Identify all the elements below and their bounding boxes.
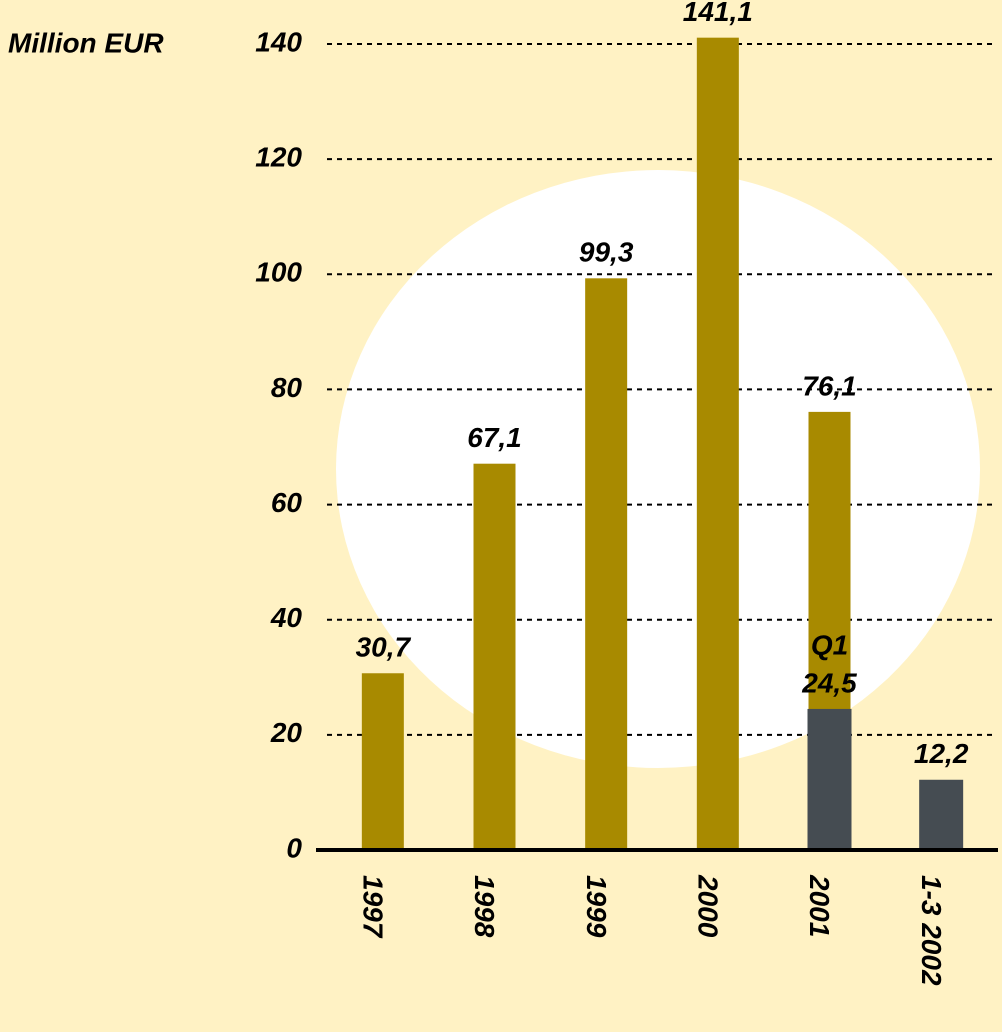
bar — [585, 278, 628, 851]
bar — [473, 463, 516, 850]
x-tick-label: 2001 — [804, 874, 835, 937]
bar — [807, 708, 852, 850]
value-label: 141,1 — [683, 0, 753, 27]
y-tick-label: 60 — [271, 487, 303, 518]
y-tick-label: 100 — [255, 257, 302, 288]
bar — [361, 673, 404, 850]
value-label: 30,7 — [356, 632, 412, 663]
x-tick-label: 1997 — [357, 875, 388, 939]
bar — [696, 37, 739, 851]
decor-circle — [336, 170, 980, 768]
value-label: 12,2 — [914, 738, 969, 769]
x-tick-label: 1999 — [581, 875, 612, 938]
value-label: 76,1 — [802, 370, 857, 401]
series-label: Q1 — [811, 629, 848, 660]
y-axis-label: Million EUR — [8, 27, 164, 58]
y-tick-label: 20 — [270, 717, 303, 748]
bar — [919, 779, 964, 850]
value-label: 99,3 — [579, 237, 634, 268]
y-tick-label: 40 — [270, 602, 303, 633]
y-tick-label: 140 — [255, 26, 302, 57]
value-label: 24,5 — [801, 667, 857, 698]
value-label: 67,1 — [467, 422, 522, 453]
x-tick-label: 2000 — [692, 874, 723, 938]
y-tick-label: 120 — [255, 142, 302, 173]
x-tick-label: 1-3 2002 — [916, 875, 947, 986]
x-tick-label: 1998 — [469, 875, 500, 938]
y-tick-label: 0 — [286, 832, 302, 863]
y-tick-label: 80 — [271, 372, 303, 403]
